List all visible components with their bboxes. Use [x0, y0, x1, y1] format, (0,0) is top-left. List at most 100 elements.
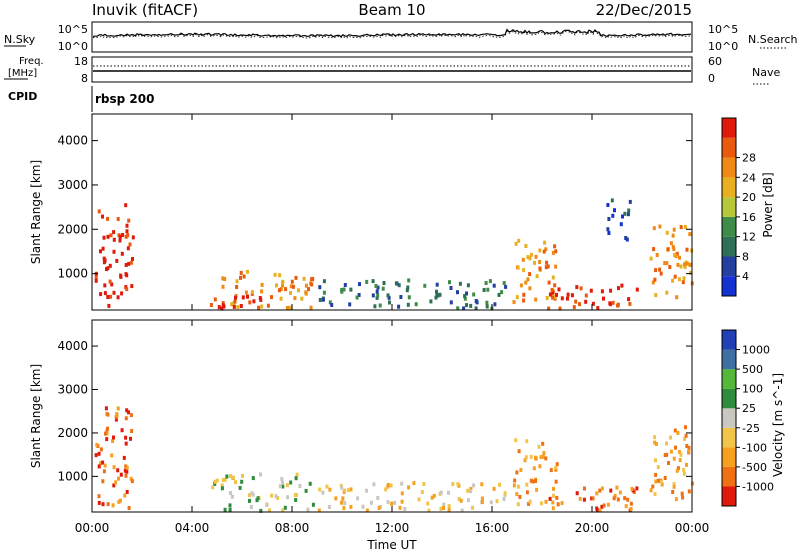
- heatmap-cell: [293, 296, 297, 301]
- heatmap-cell: [112, 230, 116, 235]
- heatmap-cell: [554, 465, 558, 470]
- heatmap-cell: [343, 488, 347, 493]
- heatmap-cell: [575, 491, 579, 496]
- heatmap-cell: [248, 493, 251, 498]
- heatmap-cell: [386, 483, 390, 487]
- heatmap-cell: [116, 217, 120, 221]
- heatmap-cell: [515, 470, 519, 475]
- heatmap-cell: [656, 478, 660, 483]
- heatmap-cell: [328, 300, 332, 305]
- heatmap-cell: [675, 295, 679, 300]
- heatmap-cell: [277, 288, 281, 293]
- heatmap-cell: [283, 505, 287, 510]
- heatmap-cell: [551, 493, 555, 498]
- heatmap-cell: [512, 300, 516, 305]
- heatmap-cell: [555, 495, 559, 500]
- heatmap-cell: [348, 302, 352, 307]
- heatmap-cell: [334, 496, 338, 501]
- heatmap-cell: [342, 506, 346, 511]
- heatmap-cell: [555, 462, 559, 467]
- heatmap-cell: [579, 286, 583, 291]
- heatmap-cell: [288, 305, 292, 310]
- heatmap-cell: [652, 247, 656, 252]
- colorbar-segment: [722, 427, 736, 448]
- heatmap-cell: [280, 477, 284, 482]
- heatmap-cell: [322, 279, 326, 284]
- heatmap-cell: [610, 198, 614, 203]
- heatmap-cell: [544, 247, 548, 252]
- heatmap-cell: [376, 495, 380, 500]
- heatmap-cell: [651, 484, 655, 489]
- heatmap-cell: [533, 260, 536, 265]
- heatmap-cell: [108, 279, 112, 284]
- heatmap-cell: [372, 482, 376, 487]
- heatmap-cell: [547, 306, 551, 311]
- heatmap-cell: [669, 449, 673, 454]
- heatmap-cell: [524, 244, 528, 248]
- heatmap-cell: [630, 486, 634, 491]
- heatmap-cell: [439, 490, 443, 495]
- heatmap-cell: [103, 463, 107, 468]
- heatmap-cell: [600, 504, 604, 509]
- heatmap-cell: [666, 247, 670, 252]
- heatmap-cell: [423, 283, 427, 288]
- heatmap-cell: [685, 444, 689, 448]
- heatmap-cell: [456, 306, 460, 311]
- heatmap-cell: [105, 429, 109, 434]
- heatmap-cell: [387, 295, 391, 300]
- heatmap-cell: [474, 306, 478, 311]
- heatmap-cell: [439, 506, 443, 511]
- colorbar-tick-label: 25: [742, 402, 756, 415]
- heatmap-cell: [376, 285, 380, 290]
- heatmap-cell: [125, 287, 129, 292]
- power-colorbar: 4 8 12 16 20 24 28: [721, 117, 756, 297]
- heatmap-cell: [623, 496, 627, 501]
- heatmap-cell: [300, 296, 304, 301]
- heatmap-cell: [102, 235, 106, 240]
- heatmap-cell: [101, 479, 105, 484]
- heatmap-cell: [669, 241, 673, 246]
- heatmap-cell: [266, 303, 270, 308]
- heatmap-cell: [376, 293, 380, 298]
- heatmap-cell: [656, 465, 660, 470]
- heatmap-cell: [246, 269, 249, 274]
- heatmap-cell: [232, 304, 236, 309]
- heatmap-cell: [534, 254, 538, 259]
- heatmap-cell: [523, 458, 527, 463]
- heatmap-cell: [223, 277, 227, 281]
- heatmap-cell: [495, 499, 499, 504]
- heatmap-cell: [463, 294, 467, 298]
- heatmap-cell: [527, 501, 531, 506]
- heatmap-cell: [672, 227, 676, 232]
- heatmap-cell: [524, 280, 528, 285]
- heatmap-cell: [275, 283, 278, 288]
- heatmap-cell: [94, 278, 98, 283]
- heatmap-cell: [538, 260, 542, 264]
- heatmap-cell: [289, 480, 293, 485]
- heatmap-cell: [665, 230, 669, 235]
- heatmap-cell: [97, 451, 101, 456]
- heatmap-cell: [674, 497, 678, 502]
- heatmap-cell: [106, 295, 110, 299]
- heatmap-cell: [515, 295, 519, 300]
- heatmap-cell: [436, 293, 440, 298]
- heatmap-cell: [125, 229, 129, 234]
- velocity-heatmap-cells: [94, 406, 695, 513]
- heatmap-cell: [230, 494, 234, 499]
- heatmap-cell: [349, 487, 353, 492]
- heatmap-cell: [438, 292, 442, 297]
- heatmap-cell: [304, 488, 308, 493]
- heatmap-cell: [388, 300, 391, 305]
- heatmap-cell: [128, 242, 132, 247]
- colorbar-segment: [722, 388, 736, 409]
- heatmap-cell: [374, 284, 378, 288]
- heatmap-cell: [241, 473, 244, 478]
- heatmap-cell: [608, 301, 612, 306]
- heatmap-cell: [130, 284, 134, 289]
- heatmap-cell: [673, 253, 677, 257]
- heatmap-cell: [607, 217, 611, 221]
- heatmap-cell: [239, 275, 242, 280]
- heatmap-cell: [542, 451, 546, 455]
- heatmap-cell: [671, 278, 675, 283]
- heatmap-cell: [469, 487, 473, 491]
